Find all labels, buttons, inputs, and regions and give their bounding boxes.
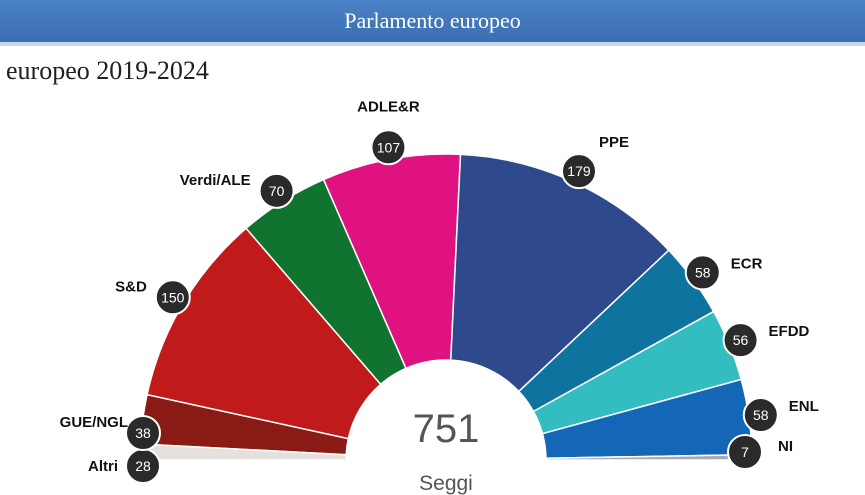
header-title: Parlamento europeo (344, 8, 521, 33)
badge-value: 107 (377, 139, 401, 155)
badge-circle (727, 434, 763, 470)
badge-circle (742, 397, 779, 434)
badge-ppe: 179 (560, 153, 597, 190)
badge-value: 58 (695, 264, 711, 280)
label-altri: Altri (88, 458, 118, 475)
badge-value: 58 (753, 407, 769, 423)
label-gue-ngl: GUE/NGL (60, 414, 128, 431)
badge-circle (125, 415, 161, 451)
label-verdi-ale: Verdi/ALE (180, 172, 251, 189)
label-ecr: ECR (731, 255, 763, 272)
badge-verdi-ale: 70 (258, 172, 295, 209)
slice-ppe (449, 153, 670, 393)
badge-value: 28 (135, 458, 151, 474)
badge-value: 70 (269, 183, 285, 199)
badge-efdd: 56 (722, 322, 759, 359)
badge-adle-r: 107 (370, 129, 407, 166)
badge-circle (684, 254, 721, 291)
badge-value: 56 (733, 332, 749, 348)
total-seats-label: Seggi (419, 472, 473, 495)
chart-subtitle: europeo 2019-2024 (6, 56, 209, 85)
badge-ecr: 58 (684, 254, 721, 291)
label-s-d: S&D (115, 278, 147, 295)
badge-altri: 28 (125, 448, 161, 484)
label-ni: NI (778, 438, 793, 455)
badge-circle (258, 172, 295, 209)
badge-gue-ngl: 38 (125, 415, 161, 451)
slice-s-d (146, 227, 382, 440)
label-adle-r: ADLE&R (357, 98, 420, 115)
label-efdd: EFDD (769, 323, 810, 340)
badge-enl: 58 (742, 397, 779, 434)
chart-slices (139, 153, 753, 461)
total-seats-value: 751 (413, 407, 480, 451)
label-enl: ENL (789, 398, 819, 415)
chart-badges: 28 Altri 38 GUE/NGL 150 S&D 70 Verdi/ALE 107 ADLE… (60, 98, 819, 484)
page-header: Parlamento europeo (0, 0, 865, 46)
badge-value: 179 (567, 163, 591, 179)
badge-circle (722, 322, 759, 359)
badge-circle (370, 129, 407, 166)
badge-value: 38 (135, 425, 151, 441)
badge-value: 150 (161, 289, 185, 305)
badge-s-d: 150 (154, 279, 191, 316)
badge-circle (154, 279, 191, 316)
badge-ni: 7 (727, 434, 763, 470)
badge-value: 7 (741, 444, 749, 460)
label-ppe: PPE (599, 134, 629, 151)
badge-circle (560, 153, 597, 190)
